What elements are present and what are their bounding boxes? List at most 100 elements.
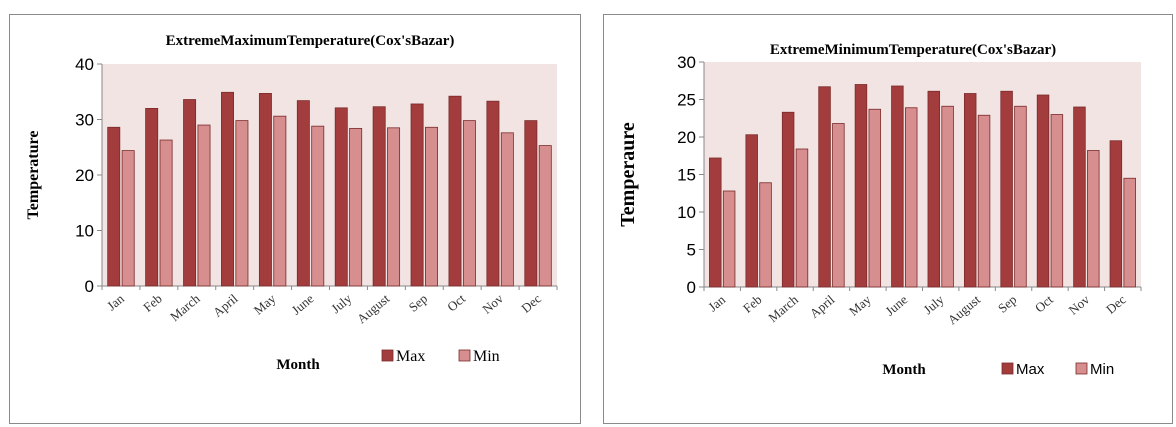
bar-min: [722, 190, 736, 288]
x-tick-label: Oct: [1032, 292, 1056, 316]
bar-min: [1014, 105, 1027, 288]
bar-min: [977, 114, 991, 288]
bar-max: [221, 91, 234, 287]
bar-max: [854, 84, 868, 288]
bar-min: [121, 150, 135, 287]
bar-max: [709, 157, 722, 288]
y-tick-label: 30: [75, 111, 94, 130]
x-tick-label: May: [251, 290, 279, 317]
y-tick-label: 0: [687, 278, 696, 297]
bar-min: [273, 115, 287, 287]
bar-min: [311, 125, 325, 287]
x-tick-label: Nov: [1066, 291, 1093, 317]
x-tick-label: Sep: [995, 292, 1020, 316]
bar-min: [349, 127, 363, 287]
min-temperature-chart-panel: ExtremeMinimumTemperature(Cox'sBazar) 0 5 1…: [603, 14, 1173, 424]
legend-label-max: Max: [396, 348, 425, 365]
bar-max: [296, 100, 310, 287]
bar-min: [1123, 177, 1136, 288]
x-tick-label: Nov: [479, 290, 506, 316]
y-tick-label: 20: [677, 128, 696, 147]
min-temperature-chart: ExtremeMinimumTemperature(Cox'sBazar) 0 5 1…: [617, 42, 1142, 378]
bar-min: [462, 120, 476, 287]
bar-max: [1000, 90, 1013, 288]
y-tick-label: 20: [75, 166, 94, 185]
bar-max: [372, 106, 386, 287]
bar-max: [410, 103, 424, 287]
bar-min: [538, 145, 552, 287]
bar-min: [425, 126, 438, 287]
bar-max: [927, 90, 941, 288]
bar-max: [963, 93, 977, 288]
y-tick-label: 30: [677, 53, 696, 72]
x-tick-label: Feb: [140, 291, 165, 315]
bar-min: [832, 123, 845, 288]
bar-max: [891, 85, 904, 288]
bar-max: [818, 86, 831, 288]
bar-min: [1087, 150, 1100, 288]
y-tick-label: 40: [75, 55, 94, 74]
bar-max: [1036, 94, 1050, 288]
x-tick-label: August: [945, 292, 984, 328]
chart-title: ExtremeMinimumTemperature(Cox'sBazar): [770, 42, 1056, 58]
bar-min: [759, 182, 772, 288]
bar-max: [258, 93, 272, 287]
max-temperature-chart: ExtremeMaximumTemperature(Cox'sBazar) 0 10…: [25, 33, 558, 373]
plot-area: [704, 62, 1141, 287]
bar-min: [904, 107, 918, 288]
bar-max: [107, 126, 121, 287]
bar-max: [334, 107, 348, 287]
x-tick-label: June: [289, 291, 317, 318]
bar-min: [868, 108, 882, 288]
x-tick-label: Jan: [104, 290, 127, 313]
bar-min: [197, 124, 211, 287]
bar-max: [486, 100, 500, 287]
bar-min: [1050, 114, 1064, 288]
x-axis-title: Month: [882, 362, 926, 378]
bar-min: [387, 127, 401, 287]
bar-max: [1109, 140, 1123, 288]
x-tick-label: Feb: [740, 292, 765, 316]
bar-min: [159, 139, 173, 287]
x-tick-label: June: [882, 292, 910, 319]
x-tick-label: Dec: [1103, 292, 1129, 317]
bar-max: [448, 95, 462, 287]
y-tick-label: 10: [75, 222, 94, 241]
y-tick-label: 25: [677, 91, 696, 110]
y-tick-label: 0: [85, 277, 94, 296]
bar-min: [500, 132, 514, 287]
x-tick-label: August: [354, 291, 393, 327]
bar-max: [145, 108, 159, 287]
plot-area: [102, 64, 557, 286]
y-axis-title: Temperaure: [617, 122, 639, 227]
legend-label-max: Max: [1016, 361, 1045, 378]
x-axis-title: Month: [276, 357, 320, 373]
bar-min: [235, 120, 249, 287]
legend-label-min: Min: [473, 348, 500, 365]
legend-swatch-min: [1075, 362, 1088, 375]
x-tick-label: July: [920, 291, 947, 317]
y-tick-label: 5: [687, 241, 696, 260]
bar-max: [524, 120, 538, 287]
bar-max: [745, 134, 758, 288]
max-temperature-chart-panel: ExtremeMaximumTemperature(Cox'sBazar) 0 10…: [9, 14, 581, 424]
legend-swatch-max: [381, 349, 394, 362]
legend-label-min: Min: [1090, 361, 1114, 378]
bar-min: [941, 105, 954, 288]
x-tick-label: Jan: [705, 291, 728, 314]
x-tick-label: March: [167, 290, 203, 324]
bar-max: [781, 111, 795, 288]
x-tick-label: Dec: [518, 291, 544, 316]
y-tick-label: 10: [677, 203, 696, 222]
y-axis-title: Temperature: [25, 131, 42, 220]
x-tick-label: April: [807, 292, 838, 321]
x-tick-label: May: [846, 291, 874, 318]
y-tick-label: 15: [677, 166, 696, 185]
bar-max: [1073, 106, 1086, 288]
x-tick-label: March: [765, 291, 801, 325]
x-tick-label: Oct: [444, 291, 468, 315]
bar-min: [795, 148, 809, 288]
x-tick-label: April: [210, 291, 241, 320]
x-tick-label: July: [328, 290, 355, 316]
x-tick-label: Sep: [406, 291, 431, 315]
